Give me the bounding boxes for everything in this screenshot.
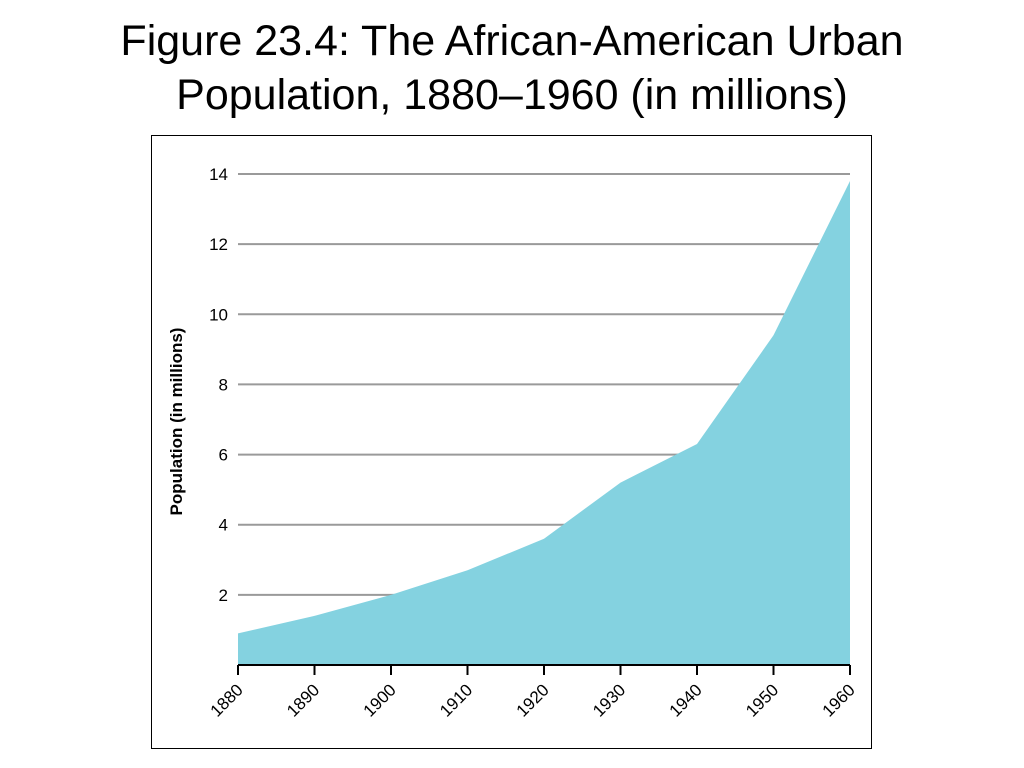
title-line-1: Figure 23.4: The African-American Urban [120, 17, 904, 65]
page-title: Figure 23.4: The African-American Urban … [0, 14, 1024, 122]
title-line-2: Population, 1880–1960 (in millions) [176, 71, 848, 119]
x-tick-label: 1890 [283, 680, 323, 720]
x-tick-label: 1940 [666, 680, 706, 720]
y-tick-label: 6 [219, 446, 228, 465]
y-axis-label: Population (in millions) [167, 328, 186, 516]
chart-frame: 2 4 6 8 10 12 14 1880 1890 1900 1910 1920 1930 1940 1… [151, 135, 872, 749]
x-tick-labels: 1880 1890 1900 1910 1920 1930 1940 1950 1960 [207, 680, 859, 720]
x-tick-label: 1920 [513, 680, 553, 720]
grid-lines [238, 173, 850, 596]
x-tick-label: 1960 [819, 680, 859, 720]
y-tick-label: 2 [219, 586, 228, 605]
y-tick-label: 10 [209, 305, 228, 324]
y-tick-label: 14 [209, 165, 228, 184]
x-tick-label: 1900 [360, 680, 400, 720]
x-axis [237, 664, 851, 675]
x-tick-label: 1910 [436, 680, 476, 720]
y-tick-label: 4 [219, 516, 228, 535]
area-series [238, 181, 850, 665]
y-tick-labels: 2 4 6 8 10 12 14 [209, 165, 228, 605]
y-tick-label: 8 [219, 375, 228, 394]
data-area [237, 180, 851, 665]
y-tick-label: 12 [209, 235, 228, 254]
x-tick-label: 1930 [589, 680, 629, 720]
x-tick-label: 1950 [742, 680, 782, 720]
x-tick-label: 1880 [207, 680, 247, 720]
